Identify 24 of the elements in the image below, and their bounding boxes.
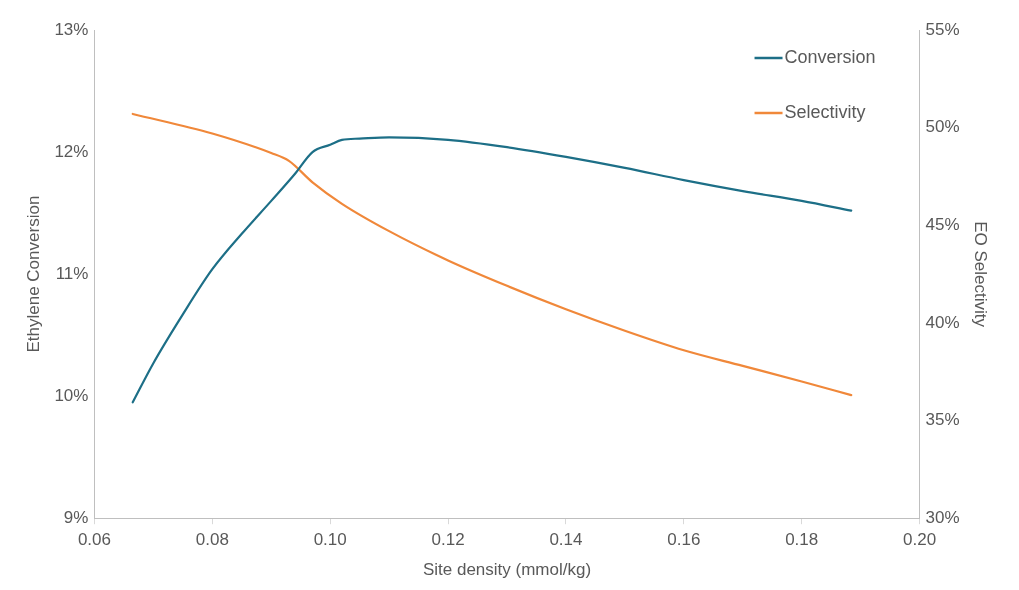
y-tick-label: 13% [54, 19, 89, 39]
x-tick-label: 0.20 [903, 530, 937, 550]
x-tick-label: 0.14 [549, 530, 583, 550]
y-tick-label: 9% [63, 507, 89, 527]
y2-axis-title: EO Selectivity [971, 221, 991, 328]
x-tick-label: 0.12 [431, 530, 465, 550]
x-tick-label: 0.16 [667, 530, 701, 550]
x-tick-label: 0.18 [785, 530, 819, 550]
y-axis-title: Ethylene Conversion [23, 195, 43, 353]
y2-tick-label: 50% [925, 117, 960, 137]
y2-tick-label: 30% [925, 507, 960, 527]
y2-tick-label: 45% [925, 214, 960, 234]
y2-tick-label: 35% [925, 410, 960, 430]
legend-label: Conversion [784, 46, 876, 67]
x-tick-label: 0.10 [313, 530, 347, 550]
legend-label: Selectivity [784, 101, 866, 122]
x-tick-label: 0.06 [77, 530, 111, 550]
y-tick-label: 11% [55, 263, 89, 283]
y2-tick-label: 55% [925, 19, 960, 39]
x-tick-label: 0.08 [195, 530, 229, 550]
y-tick-label: 10% [54, 385, 89, 405]
x-axis-title: Site density (mmol/kg) [422, 560, 592, 580]
y-tick-label: 12% [54, 141, 89, 161]
y2-tick-label: 40% [925, 312, 960, 332]
